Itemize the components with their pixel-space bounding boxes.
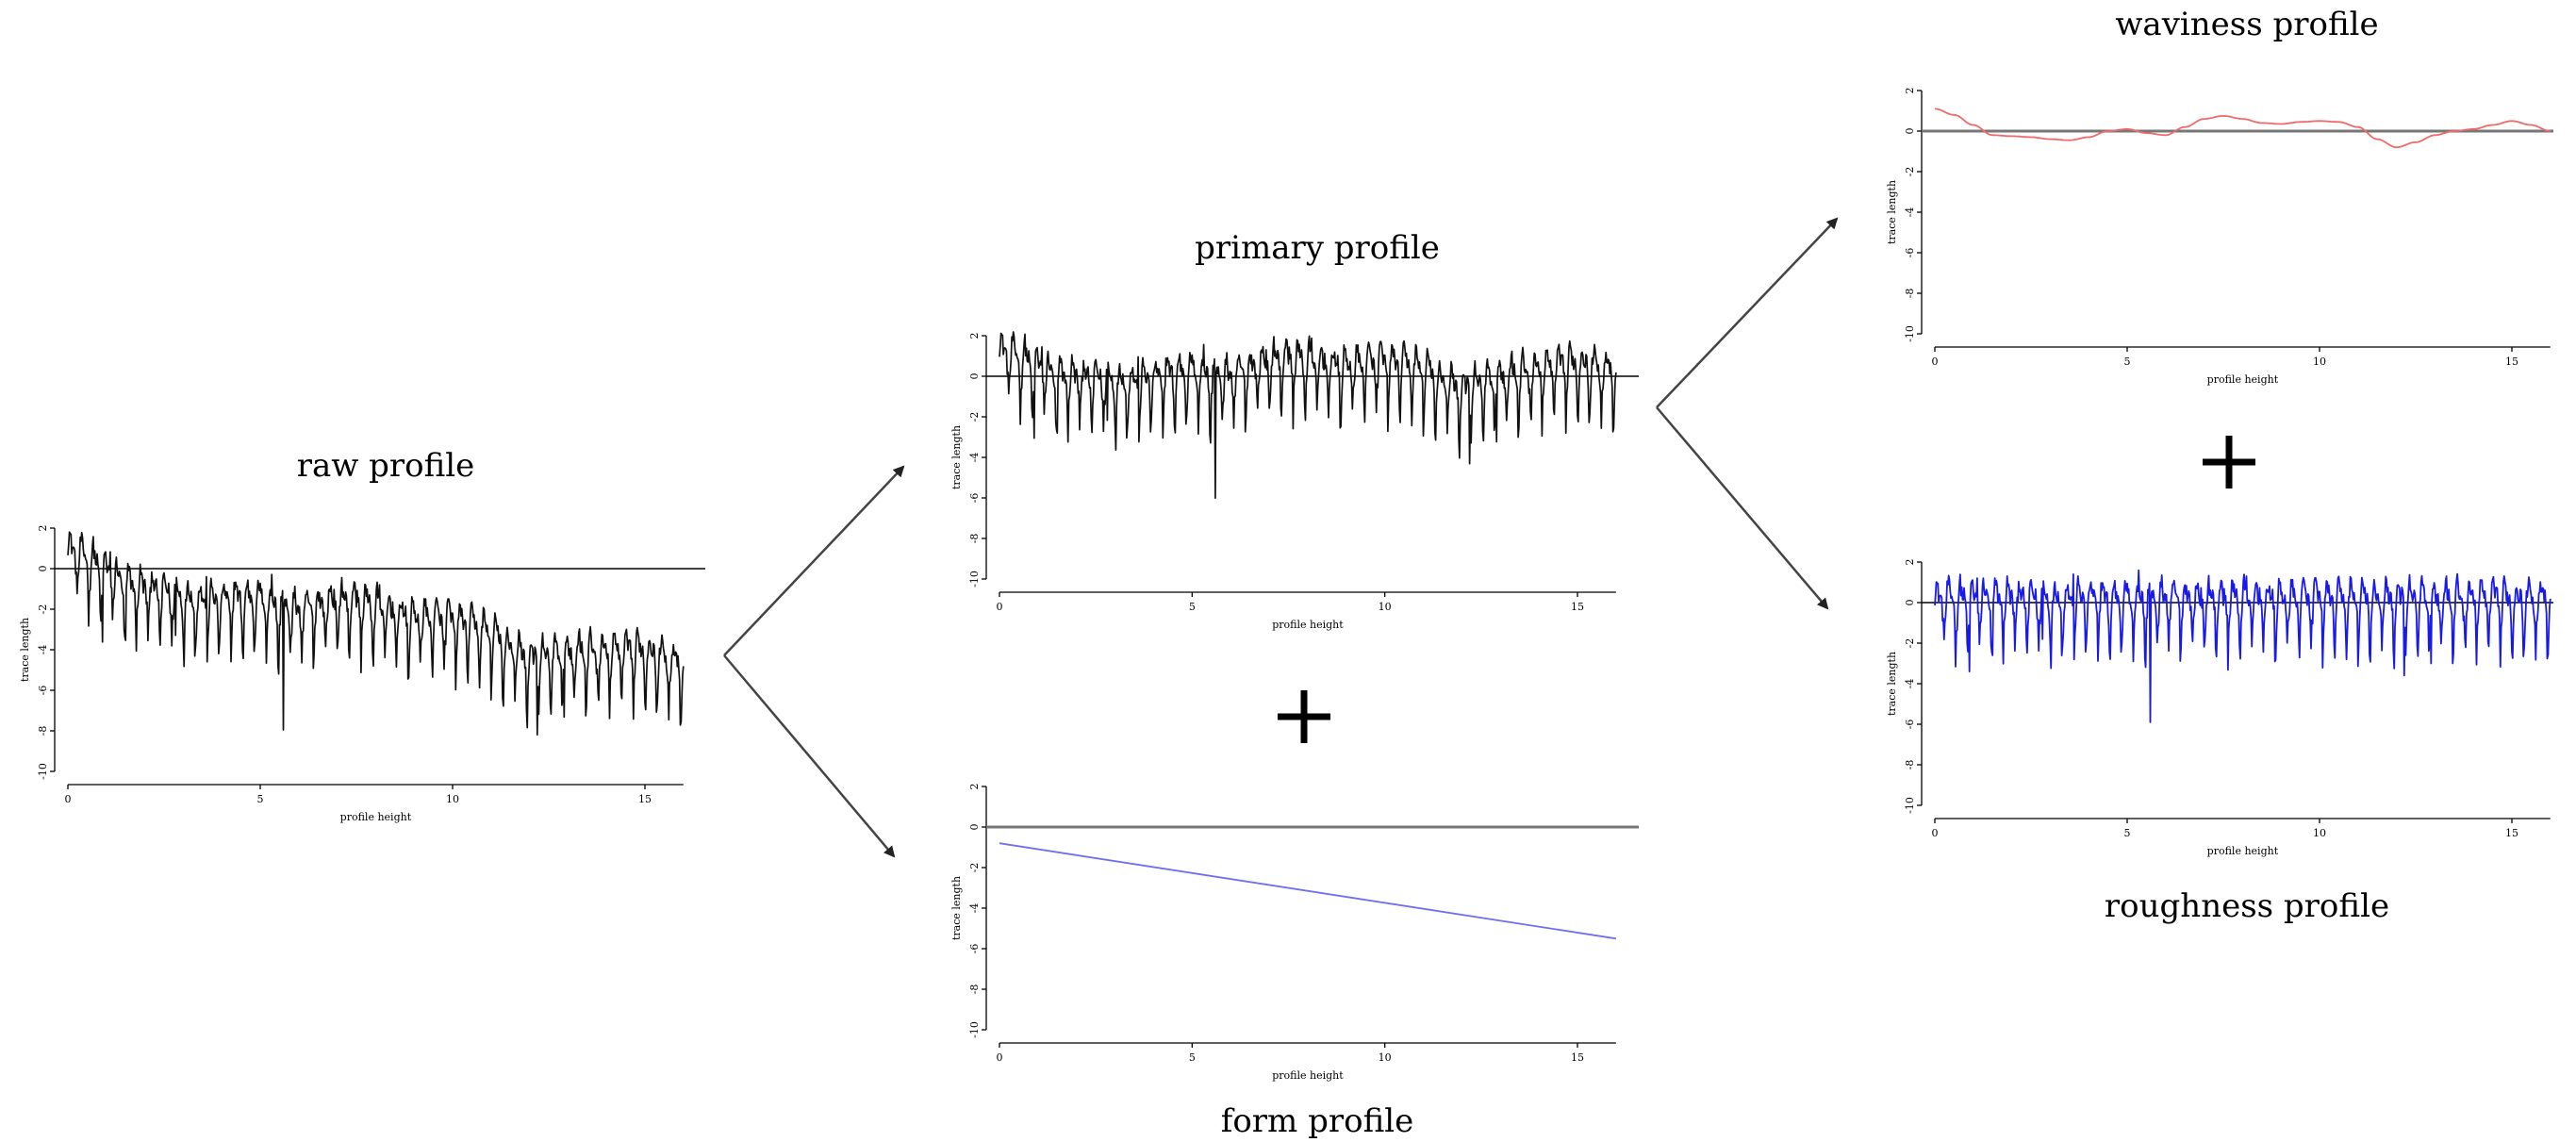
chart-title-roughness: roughness profile (2105, 887, 2389, 925)
y-tick-label: 2 (968, 784, 981, 790)
x-axis-label: profile height (340, 811, 412, 823)
y-tick-label: 0 (968, 373, 981, 380)
plus-icon (1278, 690, 1330, 743)
y-tick-label: -2 (968, 412, 981, 422)
x-tick-label: 10 (1379, 1051, 1392, 1064)
x-tick-label: 10 (2313, 827, 2326, 839)
x-axis-label: profile height (1272, 1069, 1344, 1082)
x-tick-label: 0 (1932, 827, 1939, 839)
arrow-icon (723, 465, 905, 656)
x-tick-label: 10 (1379, 601, 1392, 613)
x-tick-label: 0 (65, 793, 72, 805)
raw-profile-chart: 2 0 -2 -4 -6 -8 -10 0 5 10 15 profile height trace l… (19, 525, 705, 823)
y-tick-label: 2 (968, 333, 981, 339)
y-tick-label: -10 (1904, 797, 1916, 814)
y-tick-label: -8 (968, 985, 981, 995)
y-tick-label: -8 (1904, 760, 1916, 770)
chart-title-primary: primary profile (1195, 229, 1440, 267)
series-line-waviness (1934, 108, 2551, 149)
y-tick-label: -4 (1904, 207, 1916, 218)
x-tick-label: 5 (1189, 1051, 1196, 1064)
series-line-primary (999, 331, 1617, 500)
y-tick-label: -8 (37, 726, 49, 737)
y-axis-label: trace length (1886, 652, 1898, 716)
chart-title-form: form profile (1221, 1102, 1414, 1140)
series-line-form (999, 842, 1617, 940)
y-tick-label: 2 (37, 525, 49, 532)
y-tick-label: 0 (968, 824, 981, 831)
y-tick-label: -10 (37, 763, 49, 780)
y-tick-label: 2 (1904, 88, 1916, 94)
x-tick-label: 5 (257, 793, 264, 805)
y-tick-label: -2 (968, 863, 981, 873)
y-tick-label: -6 (1904, 720, 1916, 730)
x-tick-label: 15 (2505, 827, 2518, 839)
y-tick-label: -4 (1904, 679, 1916, 689)
y-tick-label: -2 (1904, 167, 1916, 177)
y-tick-label: 0 (37, 566, 49, 572)
y-tick-label: -8 (1904, 289, 1916, 299)
arrow-icon (723, 654, 896, 858)
primary-profile-chart: 2 0 -2 -4 -6 -8 -10 0 5 10 15 profile height trace l… (950, 331, 1639, 631)
x-axis-label: profile height (2207, 373, 2279, 386)
x-tick-label: 0 (1932, 356, 1939, 368)
x-tick-label: 10 (2313, 356, 2326, 368)
y-tick-label: -10 (1904, 325, 1916, 342)
y-tick-label: -6 (968, 493, 981, 504)
y-axis-label: trace length (950, 876, 963, 940)
y-axis-label: trace length (19, 618, 31, 682)
y-tick-label: -6 (1904, 248, 1916, 258)
y-tick-label: -4 (968, 453, 981, 463)
y-tick-label: 2 (1904, 559, 1916, 566)
x-tick-label: 0 (997, 601, 1003, 613)
arrow-icon (1656, 217, 1839, 408)
x-tick-label: 0 (997, 1051, 1003, 1064)
x-axis-label: profile height (2207, 845, 2279, 857)
series-line-roughness (1934, 569, 2551, 723)
x-tick-label: 15 (2505, 356, 2518, 368)
y-tick-label: -8 (968, 534, 981, 544)
x-tick-label: 5 (2124, 827, 2131, 839)
roughness-profile-chart: 2 0 -2 -4 -6 -8 -10 0 5 10 15 profile height trace l… (1886, 559, 2553, 857)
x-tick-label: 15 (1571, 1051, 1584, 1064)
y-tick-label: 0 (1904, 128, 1916, 135)
x-axis-label: profile height (1272, 619, 1344, 631)
y-tick-label: -4 (37, 645, 49, 655)
series-line-raw (67, 531, 685, 737)
y-tick-label: -6 (968, 944, 981, 954)
waviness-profile-chart: 2 0 -2 -4 -6 -8 -10 0 5 10 15 profile height trace l… (1886, 88, 2553, 386)
y-axis-label: trace length (950, 425, 963, 489)
x-tick-label: 10 (446, 793, 459, 805)
y-axis-label: trace length (1886, 180, 1898, 244)
x-tick-label: 15 (1571, 601, 1584, 613)
y-tick-label: -10 (968, 571, 981, 588)
x-tick-label: 5 (2124, 356, 2131, 368)
y-tick-label: -4 (968, 903, 981, 914)
arrow-icon (1656, 406, 1829, 610)
x-tick-label: 5 (1189, 601, 1196, 613)
y-tick-label: 0 (1904, 600, 1916, 606)
y-tick-label: -10 (968, 1021, 981, 1038)
y-tick-label: -6 (37, 686, 49, 696)
chart-title-waviness: waviness profile (2115, 6, 2378, 43)
y-tick-label: -2 (37, 604, 49, 615)
plus-icon (2203, 436, 2255, 488)
chart-title-raw: raw profile (297, 447, 475, 485)
x-tick-label: 15 (638, 793, 652, 805)
form-profile-chart: 2 0 -2 -4 -6 -8 -10 0 5 10 15 profile height trace l… (950, 784, 1639, 1082)
y-tick-label: -2 (1904, 638, 1916, 649)
